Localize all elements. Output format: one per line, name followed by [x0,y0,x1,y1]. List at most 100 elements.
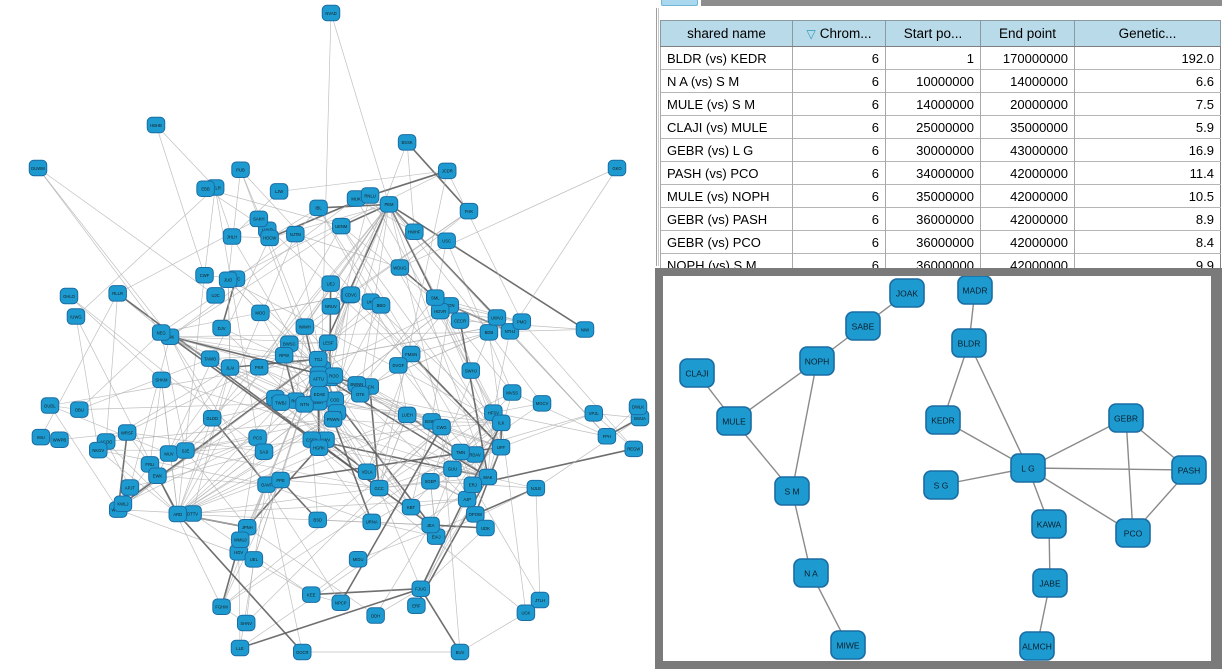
network-node[interactable]: PPE [271,471,290,489]
network-node[interactable]: WMUJ [231,531,250,549]
network-node[interactable]: DJV [212,319,231,337]
network-node[interactable]: DUWM [28,159,48,177]
network-node[interactable]: BUV [450,643,470,661]
network-node[interactable]: SML [426,289,445,306]
network-node[interactable]: AFTU [309,370,328,388]
table-row[interactable]: CLAJI (vs) MULE 6 25000000 35000000 5.9 [660,115,1221,139]
network-node[interactable]: KEE [302,586,321,603]
table-row[interactable]: PASH (vs) PCO 6 34000000 42000000 11.4 [660,161,1221,185]
network-node[interactable]: PNWN [323,410,343,428]
network-node[interactable]: NJTM [286,225,305,243]
network-node[interactable]: GCC [369,479,389,497]
network-node[interactable]: GLDD [202,410,222,427]
network-node[interactable]: DUDL [40,397,60,414]
network-node[interactable]: DVGF [389,357,408,374]
network-node[interactable]: RLLR [108,285,127,302]
network-node[interactable]: UEL [244,551,264,568]
network-node-s-g[interactable]: S G [923,470,959,500]
network-node-almch[interactable]: ALMCH [1019,631,1055,661]
network-node-miwe[interactable]: MIWE [830,630,866,660]
network-node[interactable]: WDUG [390,259,410,276]
network-node[interactable]: DWLK [628,398,648,416]
network-node-gebr[interactable]: GEBR [1108,403,1144,433]
network-node[interactable]: UWVJ [487,309,507,326]
network-node-pash[interactable]: PASH [1171,455,1207,485]
network-node[interactable]: WRSF [117,424,137,441]
network-node-kawa[interactable]: KAWA [1031,509,1067,539]
network-node[interactable]: OOCR [292,643,312,661]
network-node[interactable]: PUB [231,161,250,178]
network-node[interactable]: NEG [151,324,171,341]
network-node[interactable]: UCK [516,604,536,622]
network-node[interactable]: OBU [70,401,89,418]
network-node[interactable]: UENM [332,217,351,235]
network-node[interactable]: EDAE [310,385,329,403]
network-node-claji[interactable]: CLAJI [679,358,715,388]
network-node[interactable]: OAVF [257,476,276,493]
network-node[interactable]: SAJI [254,443,274,460]
network-node[interactable]: SGEP [421,473,440,490]
network-node[interactable]: NTN [295,396,314,413]
network-node[interactable]: IBL [309,199,328,217]
network-node[interactable]: JTLH [530,591,550,609]
network-node[interactable]: LUEH [397,406,417,424]
network-node-jabe[interactable]: JABE [1032,568,1068,598]
network-node[interactable]: TWBJ [271,394,291,411]
network-node[interactable]: BBO [371,297,391,314]
network-node[interactable]: MUV [159,445,179,462]
network-node[interactable]: NVAD [321,4,341,22]
column-header-4[interactable]: Genetic... [1074,20,1221,47]
network-node[interactable]: ARD [168,505,188,523]
network-node[interactable]: APJT [120,479,140,496]
network-node[interactable]: JCDR [437,162,457,180]
network-node[interactable]: VPJL [584,405,604,422]
network-node[interactable]: FHK [459,202,479,220]
network-node-madr[interactable]: MADR [957,275,993,305]
network-node[interactable]: ROO [324,367,344,384]
table-row[interactable]: GEBR (vs) PCO 6 36000000 42000000 8.4 [660,230,1221,254]
network-node[interactable]: EBB [196,180,215,197]
large-network-canvas[interactable]: NVADDUWMHBHBGHLOGKOBWJALLEBUVJTLHUENMLHK… [0,0,655,669]
network-node[interactable]: IMU [31,428,51,446]
network-node[interactable]: TGJ [309,350,328,368]
network-node[interactable]: SHNV [236,614,256,632]
network-node[interactable]: CDVC [341,286,361,303]
network-node[interactable]: JHLH [222,228,242,245]
network-node[interactable]: KWLJ [113,495,133,513]
network-node-sabe[interactable]: SABE [845,311,881,341]
network-node[interactable]: BDB [479,324,499,341]
network-node[interactable]: CECR [450,312,470,329]
network-node[interactable]: BSSK [397,134,417,151]
column-header-1[interactable]: ▽ Chrom... [792,20,886,47]
network-node[interactable]: FJUG [411,580,431,597]
network-node[interactable]: FGHM [212,598,231,615]
network-node[interactable]: EWK [148,467,167,485]
network-node-joak[interactable]: JOAK [889,278,925,308]
network-node[interactable]: DDH [366,607,385,624]
network-node[interactable]: REGW [624,440,643,458]
network-node-l-g[interactable]: L G [1010,453,1046,483]
network-node[interactable]: VDLA [357,463,377,481]
network-node[interactable]: IWMH [295,318,315,335]
network-node[interactable]: HGRK [309,439,329,457]
network-node[interactable]: ERF [407,597,426,614]
network-node[interactable]: SWHJ [461,362,481,379]
network-node[interactable]: OTK [351,386,370,403]
network-node[interactable]: MUK [346,190,366,207]
network-node[interactable]: CWF [195,267,214,284]
network-node[interactable]: UDK [476,519,495,537]
network-node[interactable]: FPH [597,427,617,445]
network-node[interactable]: LLE [230,639,250,657]
network-node-bldr[interactable]: BLDR [951,328,987,358]
network-node-s-m[interactable]: S M [774,476,810,506]
network-node[interactable]: RPW [274,346,294,364]
toolbar-tab-fragment[interactable] [661,0,698,6]
column-header-3[interactable]: End point [980,20,1075,47]
network-node[interactable]: SAKH [249,210,269,228]
column-header-2[interactable]: Start po... [885,20,981,47]
network-node[interactable]: NPCP [331,594,351,612]
network-node[interactable]: SHKM [152,371,171,389]
network-node[interactable]: MGCV [532,395,552,412]
network-node[interactable]: IUWG [66,308,86,325]
network-node-n-a[interactable]: N A [793,558,829,588]
